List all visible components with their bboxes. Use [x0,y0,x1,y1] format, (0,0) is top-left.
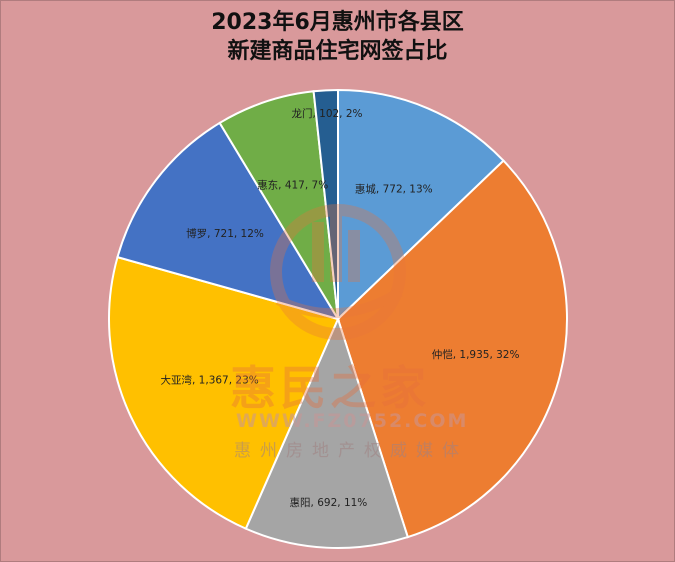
pie-slice-4 [108,255,340,530]
chart-title-line1: 2023年6月惠州市各县区 [211,10,464,35]
pie-label-7: 龙门, 102, 2% [291,107,362,120]
chart-title-line2: 新建商品住宅网签占比 [227,39,448,64]
pie-label-6: 惠东, 417, 7% [257,178,328,191]
pie-label-3: 惠阳, 692, 11% [290,496,368,509]
pie-slice-1 [337,88,505,322]
pie-slice-7 [312,88,339,320]
chart-title: 2023年6月惠州市各县区 新建商品住宅网签占比 [0,8,675,66]
pie-slice-5 [116,121,341,321]
watermark-brand: 惠民之家 [230,361,430,415]
pie-slices [108,88,568,549]
watermark-subtitle: 惠州房地产权威媒体 [234,441,468,461]
pie-label-1: 惠城, 772, 13% [355,182,433,195]
pie-slice-3 [244,316,410,549]
watermark-url: WWW.FZ0752.COM [236,410,469,432]
pie-slice-2 [336,159,568,539]
pie-label-5: 博罗, 721, 12% [186,227,264,240]
pie-label-4: 大亚湾, 1,367, 23% [161,374,259,387]
pie-data-labels: 惠城, 772, 13% 仲恺, 1,935, 32% 惠阳, 692, 11% 大亚… [161,107,520,509]
watermark-logo-icon [270,204,406,340]
pie-label-2: 仲恺, 1,935, 32% [432,348,520,361]
